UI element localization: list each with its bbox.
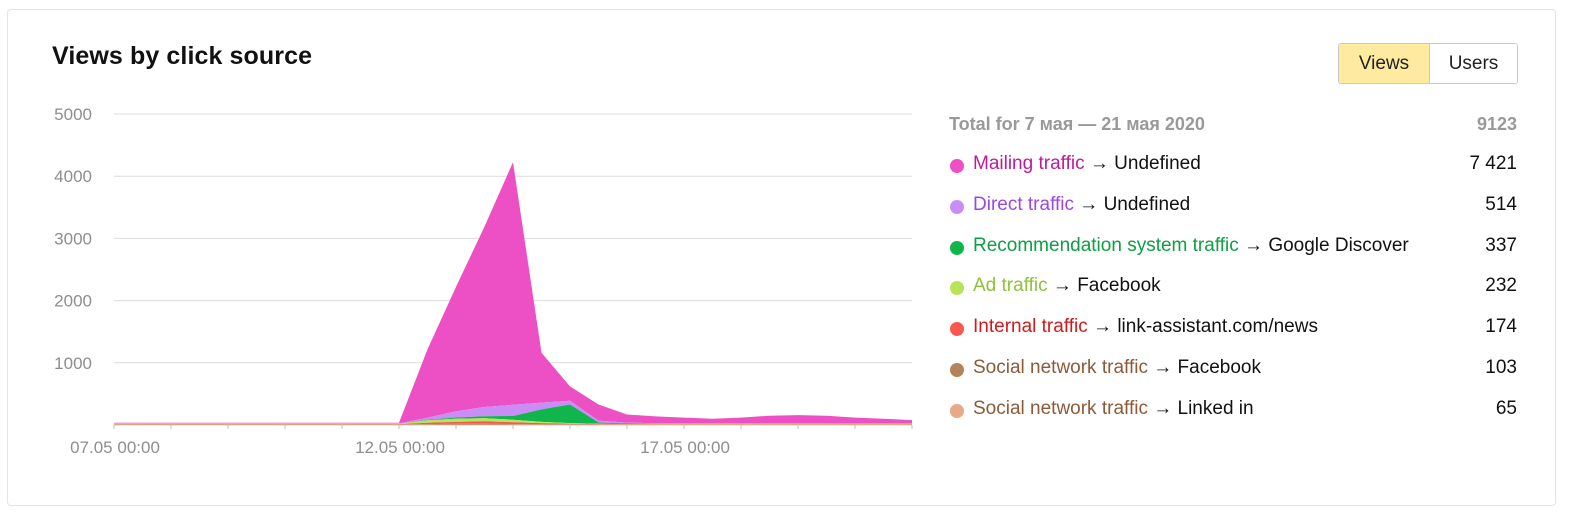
legend-item-label: Ad traffic → Facebook — [973, 275, 1161, 297]
legend-arrow: → — [1047, 275, 1078, 297]
stacked-area-chart: 1000 2000 3000 4000 5000 07.05 00:00 12.05 00… — [54, 105, 913, 457]
legend-dot-icon — [950, 281, 964, 296]
y-tick-label: 2000 — [54, 292, 92, 311]
legend-item[interactable]: Recommendation system traffic → Google D… — [949, 235, 1517, 263]
legend-item-label: Mailing traffic → Undefined — [973, 153, 1201, 175]
legend-item[interactable]: Mailing traffic → Undefined 7 421 — [949, 153, 1517, 181]
legend-item[interactable]: Direct traffic → Undefined 514 — [949, 194, 1517, 222]
chart-areas — [114, 162, 912, 425]
y-tick-label: 5000 — [54, 105, 92, 124]
legend-value: 232 — [1485, 275, 1517, 297]
area-series-1 — [114, 423, 912, 425]
legend-arrow: → — [1238, 234, 1269, 256]
legend-item[interactable]: Ad traffic → Facebook 232 — [949, 275, 1517, 303]
legend-item[interactable]: Internal traffic → link-assistant.com/ne… — [949, 316, 1517, 344]
legend-arrow: → — [1147, 397, 1178, 419]
legend-dot-icon — [950, 363, 964, 377]
legend-item-label: Internal traffic → link-assistant.com/ne… — [973, 316, 1318, 338]
area-series-6 — [114, 162, 912, 424]
page-title: Views by click source — [52, 42, 313, 70]
legend-item[interactable]: Social network traffic → Linked in 65 — [949, 398, 1517, 426]
legend-source: Internal traffic — [973, 316, 1088, 338]
legend-target: Undefined — [1103, 193, 1191, 215]
x-tick-label: 12.05 00:00 — [355, 438, 445, 457]
legend-item-label: Social network traffic → Linked in — [973, 398, 1254, 420]
legend-source: Social network traffic — [973, 397, 1148, 419]
legend-dot-icon — [950, 403, 964, 418]
y-tick-label: 1000 — [54, 354, 92, 373]
legend-source: Ad traffic — [973, 275, 1048, 297]
y-axis-labels: 1000 2000 3000 4000 5000 — [54, 105, 92, 373]
x-axis-labels: 07.05 00:00 12.05 00:00 17.05 00:00 — [70, 438, 730, 457]
legend-source: Direct traffic — [973, 193, 1075, 215]
legend-target: link-assistant.com/news — [1117, 316, 1318, 338]
metric-toggle: Views Users — [1338, 43, 1518, 84]
legend-dot-icon — [950, 159, 964, 173]
legend-arrow: → — [1084, 153, 1115, 174]
legend-dot-icon — [950, 199, 964, 214]
legend-source: Mailing traffic — [973, 153, 1085, 174]
legend-value: 174 — [1485, 316, 1517, 338]
area-series-5 — [114, 400, 912, 424]
x-tick-label: 07.05 00:00 — [70, 438, 160, 457]
total-label: Total for 7 мая — 21 мая 2020 — [949, 114, 1205, 134]
legend-arrow: → — [1087, 316, 1118, 338]
legend-value: 337 — [1485, 234, 1517, 256]
legend-target: Facebook — [1177, 357, 1261, 378]
legend-value: 103 — [1485, 357, 1517, 378]
area-series-3 — [114, 418, 912, 425]
y-tick-label: 4000 — [54, 167, 92, 186]
legend-item-label: Social network traffic → Facebook — [973, 357, 1261, 379]
legend-target: Linked in — [1177, 397, 1254, 419]
x-tick-label: 17.05 00:00 — [640, 438, 730, 457]
legend-total: Total for 7 мая — 21 мая 2020 9123 — [949, 114, 1517, 140]
legend-item-label: Direct traffic → Undefined — [973, 194, 1190, 216]
y-tick-label: 3000 — [54, 229, 92, 248]
legend-item-label: Recommendation system traffic → Google D… — [973, 235, 1409, 257]
users-toggle-button[interactable]: Users — [1430, 44, 1517, 83]
legend-source: Social network traffic — [973, 357, 1148, 378]
legend-value: 7 421 — [1469, 153, 1517, 174]
legend-target: Undefined — [1114, 153, 1201, 174]
legend-dot-icon — [950, 322, 964, 337]
legend-value: 514 — [1485, 193, 1517, 215]
legend-target: Google Discover — [1268, 234, 1409, 256]
views-toggle-button[interactable]: Views — [1339, 44, 1430, 83]
legend-arrow: → — [1074, 193, 1104, 215]
legend-value: 65 — [1495, 397, 1517, 419]
legend-arrow: → — [1147, 357, 1178, 378]
legend-dot-icon — [950, 240, 964, 255]
area-series-2 — [114, 421, 912, 425]
legend-source: Recommendation system traffic — [973, 234, 1239, 256]
legend-item[interactable]: Social network traffic → Facebook 103 — [949, 357, 1517, 385]
legend-target: Facebook — [1077, 275, 1161, 297]
total-value: 9123 — [1476, 114, 1517, 134]
